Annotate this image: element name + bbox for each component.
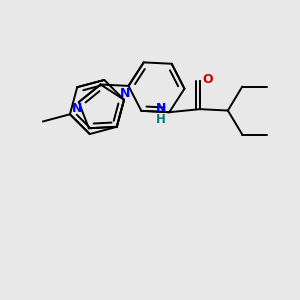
Text: O: O xyxy=(202,73,213,86)
Text: N: N xyxy=(156,102,166,115)
Text: N: N xyxy=(72,102,82,115)
Text: H: H xyxy=(156,113,166,126)
Text: N: N xyxy=(120,87,130,100)
